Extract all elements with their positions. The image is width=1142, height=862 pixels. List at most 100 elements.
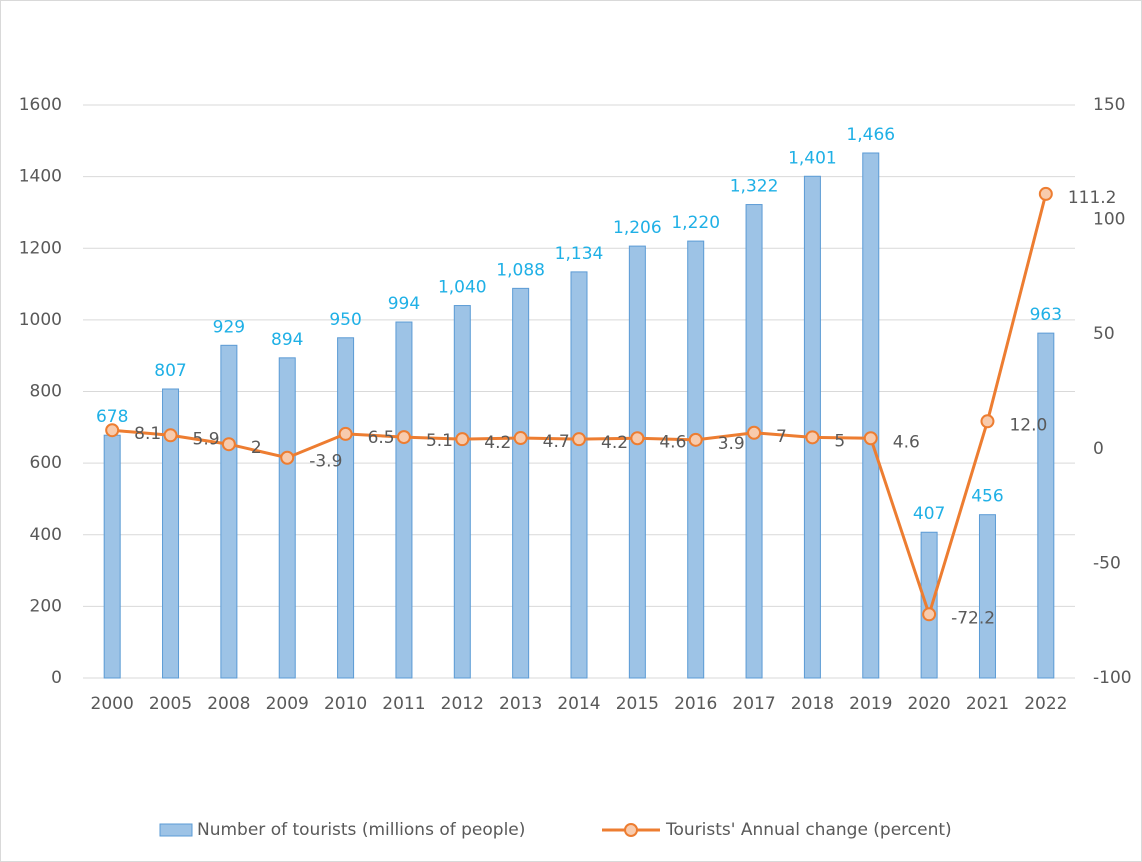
line-value-label: 4.7 (543, 432, 570, 452)
legend-label: Tourists' Annual change (percent) (665, 820, 952, 840)
bar-value-label: 456 (971, 487, 1003, 507)
line-value-label: 8.1 (134, 424, 161, 444)
bar (337, 337, 355, 679)
line-marker (163, 428, 178, 443)
line-value-label: 4.6 (893, 432, 920, 452)
x-tick-label: 2017 (732, 694, 775, 714)
y-tick-label: 200 (30, 596, 62, 616)
x-tick-label: 2005 (149, 694, 192, 714)
line-value-label: -72.2 (951, 608, 995, 628)
y2-tick-label: 150 (1093, 95, 1125, 115)
line-value-label: 4.2 (484, 433, 511, 453)
line-value-label: 5.9 (193, 429, 220, 449)
y-tick-label: 1000 (19, 310, 62, 330)
x-tick-label: 2016 (674, 694, 717, 714)
line-value-label: 5 (834, 431, 845, 451)
bar (220, 344, 238, 679)
bar-value-label: 929 (213, 317, 245, 337)
y-tick-label: 400 (30, 525, 62, 545)
x-tick-label: 2022 (1024, 694, 1067, 714)
y2-tick-label: -50 (1093, 553, 1121, 573)
bar-value-label: 963 (1030, 305, 1062, 325)
bar-value-label: 1,466 (846, 125, 895, 145)
x-tick-label: 2000 (91, 694, 134, 714)
line-marker (922, 607, 937, 622)
line-marker (105, 423, 120, 438)
y-tick-label: 600 (30, 453, 62, 473)
line-marker (1038, 186, 1053, 201)
y-tick-label: 800 (30, 382, 62, 402)
x-tick-label: 2008 (207, 694, 250, 714)
line-marker (630, 431, 645, 446)
line-value-label: 3.9 (718, 434, 745, 454)
bar (453, 305, 471, 679)
x-tick-label: 2021 (966, 694, 1009, 714)
bar (920, 531, 938, 679)
y2-tick-label: 50 (1093, 324, 1115, 344)
x-tick-label: 2014 (557, 694, 600, 714)
bar (745, 204, 763, 679)
bar-value-label: 994 (388, 294, 420, 314)
bar (803, 175, 821, 679)
bar-value-label: 894 (271, 330, 303, 350)
bar (162, 388, 180, 679)
line-value-label: 4.2 (601, 433, 628, 453)
bar (103, 434, 121, 679)
x-tick-label: 2020 (907, 694, 950, 714)
line-marker (747, 425, 762, 440)
bar-value-label: 1,322 (730, 177, 779, 197)
bar (628, 245, 646, 679)
x-tick-label: 2018 (791, 694, 834, 714)
line-marker (805, 430, 820, 445)
line-value-label: 5.1 (426, 431, 453, 451)
bar (395, 321, 413, 679)
bar (570, 271, 588, 679)
bar-value-label: 807 (154, 361, 186, 381)
line-value-label: 7 (776, 427, 787, 447)
bar-value-label: 1,220 (671, 213, 720, 233)
y-tick-label: 0 (51, 668, 62, 688)
y2-tick-label: 100 (1093, 210, 1125, 230)
line-value-label: 12.0 (1009, 415, 1047, 435)
line-value-label: 111.2 (1068, 188, 1117, 208)
line-marker (572, 432, 586, 447)
y-tick-label: 1200 (19, 238, 62, 258)
line-value-label: 6.5 (368, 428, 395, 448)
line-marker (221, 437, 236, 452)
bar-value-label: 1,206 (613, 218, 662, 238)
bar (978, 514, 996, 679)
line-marker (863, 431, 878, 446)
line-marker (513, 431, 528, 446)
bar-value-label: 1,040 (438, 278, 487, 298)
x-tick-label: 2010 (324, 694, 367, 714)
bar-value-label: 678 (96, 407, 128, 427)
legend-label: Number of tourists (millions of people) (197, 820, 525, 840)
line-marker (396, 430, 411, 445)
line-marker (455, 432, 470, 447)
x-tick-label: 2013 (499, 694, 542, 714)
x-tick-label: 2019 (849, 694, 892, 714)
y-tick-label: 1600 (19, 95, 62, 115)
y2-tick-label: -100 (1093, 668, 1132, 688)
x-tick-label: 2009 (266, 694, 309, 714)
bar (687, 240, 705, 679)
x-tick-label: 2015 (616, 694, 659, 714)
y2-tick-label: 0 (1093, 439, 1104, 459)
legend-swatch (159, 823, 193, 837)
bar-value-label: 950 (329, 310, 361, 330)
line-value-label: 2 (251, 438, 262, 458)
line-marker (280, 450, 295, 465)
bar (862, 152, 880, 679)
bar (278, 357, 296, 679)
line-marker (338, 426, 353, 441)
bar-value-label: 407 (913, 504, 945, 524)
line-value-label: 4.6 (659, 432, 686, 452)
legend-swatch (624, 823, 638, 837)
x-tick-label: 2012 (441, 694, 484, 714)
y-tick-label: 1400 (19, 167, 62, 187)
bar-value-label: 1,134 (555, 244, 604, 264)
x-tick-label: 2011 (382, 694, 425, 714)
bar-value-label: 1,088 (496, 260, 545, 280)
bar (512, 287, 530, 679)
